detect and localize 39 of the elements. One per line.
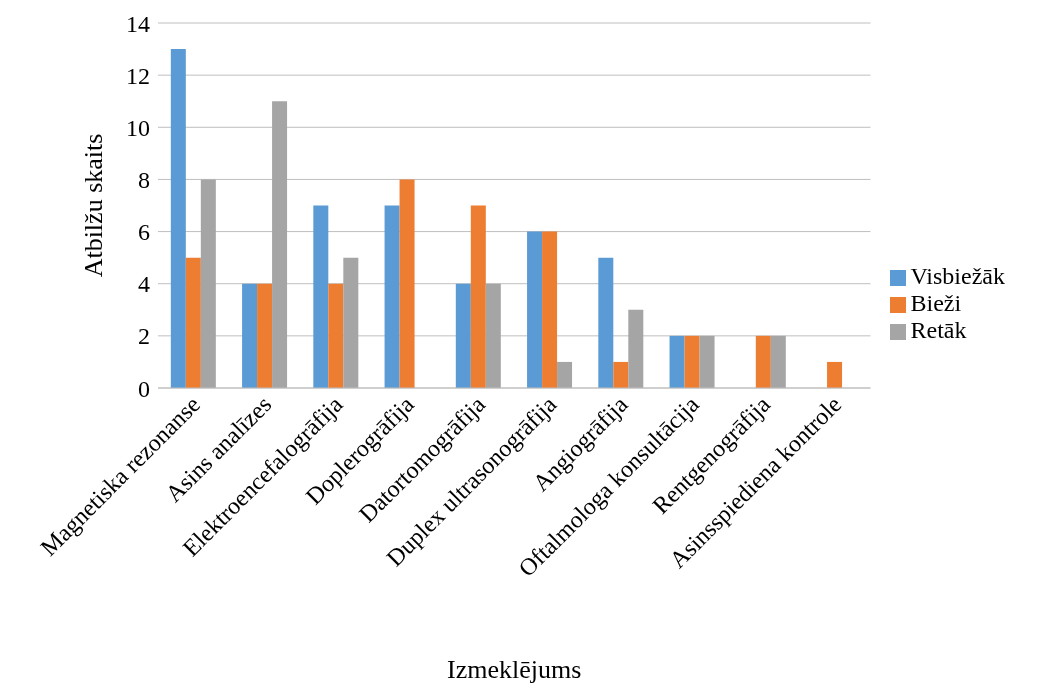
bar (669, 335, 685, 388)
bar (557, 361, 573, 388)
bar (485, 283, 501, 388)
bar (684, 335, 700, 388)
bar (827, 361, 843, 388)
legend-label: Bieži (910, 290, 962, 316)
y-tick-label: 6 (138, 219, 150, 246)
bar (170, 49, 186, 388)
bar (770, 335, 786, 388)
bar (272, 101, 288, 388)
bar (598, 257, 614, 388)
bar (455, 283, 471, 388)
bar (628, 309, 644, 388)
legend-label: Visbiežāk (910, 263, 1005, 289)
y-tick-label: 12 (126, 62, 150, 89)
y-tick-label: 4 (138, 271, 150, 298)
bar (200, 179, 216, 388)
bar (242, 283, 258, 388)
legend-label: Retāk (910, 317, 967, 343)
bar (699, 335, 715, 388)
bar (257, 283, 273, 388)
bar (384, 205, 400, 388)
y-tick-label: 2 (138, 323, 150, 350)
y-tick-label: 10 (126, 114, 150, 141)
y-tick-label: 8 (138, 166, 150, 193)
bar (313, 205, 329, 388)
bar (542, 231, 558, 388)
bar (328, 283, 344, 388)
y-tick-label: 0 (138, 375, 150, 402)
x-axis-title: Izmeklējums (447, 655, 582, 684)
bar (470, 205, 486, 388)
bar (755, 335, 771, 388)
bar (399, 179, 415, 388)
y-axis-title: Atbilžu skaits (79, 133, 109, 278)
bar (343, 257, 359, 388)
bar (613, 361, 629, 388)
bar (185, 257, 201, 388)
bar (527, 231, 543, 388)
y-tick-label: 14 (126, 10, 150, 37)
